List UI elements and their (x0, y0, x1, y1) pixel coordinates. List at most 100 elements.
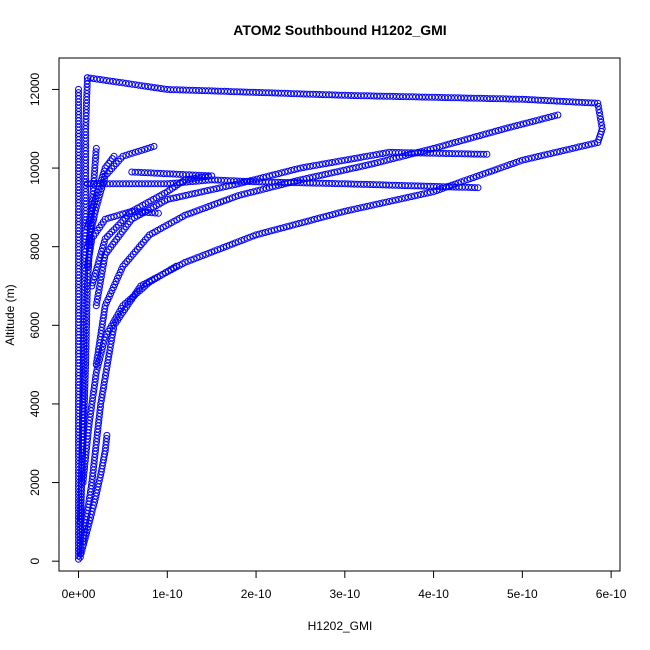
data-point (87, 74, 95, 82)
data-point (411, 192, 419, 200)
data-point (351, 92, 358, 100)
data-point (141, 82, 149, 90)
data-point (208, 201, 216, 209)
data-point (90, 174, 98, 182)
data-point (109, 77, 117, 85)
data-point (98, 346, 106, 354)
data-point (100, 175, 108, 183)
data-point (306, 162, 314, 170)
data-point (87, 510, 95, 518)
data-point (184, 257, 192, 265)
data-point (283, 223, 291, 231)
x-axis-label: H1202_GMI (308, 619, 373, 633)
data-point (99, 343, 107, 351)
data-point (166, 195, 174, 203)
data-point (310, 215, 318, 223)
data-point (91, 161, 99, 169)
x-tick-label: 4e-10 (418, 587, 449, 601)
data-point (385, 148, 393, 156)
data-point (234, 238, 242, 246)
plot-frame (58, 57, 621, 572)
data-point (594, 102, 602, 110)
data-point (488, 128, 496, 136)
data-point (247, 188, 255, 196)
data-point (559, 147, 567, 155)
data-point (398, 195, 406, 203)
data-point (485, 168, 493, 176)
data-point (531, 153, 539, 161)
data-point (134, 208, 142, 216)
data-point (503, 162, 511, 170)
data-point (75, 85, 82, 93)
data-point (357, 204, 365, 212)
data-point (103, 299, 110, 307)
data-point (104, 214, 112, 222)
data-point (442, 141, 450, 149)
data-point (97, 251, 105, 259)
data-point (99, 244, 106, 252)
data-point (476, 132, 484, 140)
data-point (262, 185, 270, 192)
data-point (237, 191, 245, 199)
data-point (382, 198, 390, 206)
data-point (90, 171, 98, 179)
data-point (373, 200, 380, 208)
data-point (92, 151, 100, 159)
data-point (141, 145, 149, 153)
data-point (467, 134, 475, 142)
data-point (96, 76, 104, 83)
data-point (92, 192, 100, 200)
data-point (204, 172, 212, 180)
data-point (91, 375, 99, 383)
data-point (538, 115, 546, 123)
data-point (256, 186, 264, 194)
data-point (121, 300, 129, 307)
data-point (150, 142, 158, 150)
data-point (87, 410, 94, 418)
data-point (551, 112, 559, 120)
data-point (479, 170, 487, 178)
data-point (472, 173, 480, 180)
data-point (369, 151, 377, 159)
data-point (100, 238, 108, 246)
data-point (420, 190, 428, 198)
data-point (77, 549, 85, 557)
data-point (506, 161, 514, 168)
data-point (199, 205, 207, 213)
data-point (113, 274, 121, 282)
data-point (584, 141, 592, 149)
data-point (92, 148, 100, 156)
data-point (548, 113, 556, 121)
data-point (454, 179, 462, 187)
data-point (512, 158, 520, 166)
data-point (509, 160, 517, 167)
data-point (92, 369, 100, 376)
y-tick-label: 4000 (28, 390, 42, 417)
data-point (307, 216, 315, 224)
data-point (513, 122, 521, 129)
data-point (596, 112, 604, 120)
x-tick-label: 5e-10 (507, 587, 538, 601)
data-point (497, 164, 505, 172)
x-tick-label: 0e+00 (62, 587, 96, 601)
data-point (234, 192, 242, 200)
data-point (347, 206, 355, 214)
data-point (255, 230, 263, 238)
data-point (566, 145, 573, 153)
data-point (510, 122, 518, 130)
data-point (289, 221, 297, 229)
data-point (407, 193, 415, 201)
data-point (89, 187, 97, 195)
data-point (76, 515, 84, 523)
data-point (108, 228, 116, 236)
data-point (89, 279, 97, 287)
data-point (214, 246, 222, 254)
data-point (313, 215, 321, 223)
data-point (89, 190, 97, 198)
data-point (389, 92, 397, 100)
data-point (94, 362, 102, 370)
data-point (292, 220, 300, 228)
data-point (325, 159, 333, 167)
data-point (91, 378, 99, 386)
